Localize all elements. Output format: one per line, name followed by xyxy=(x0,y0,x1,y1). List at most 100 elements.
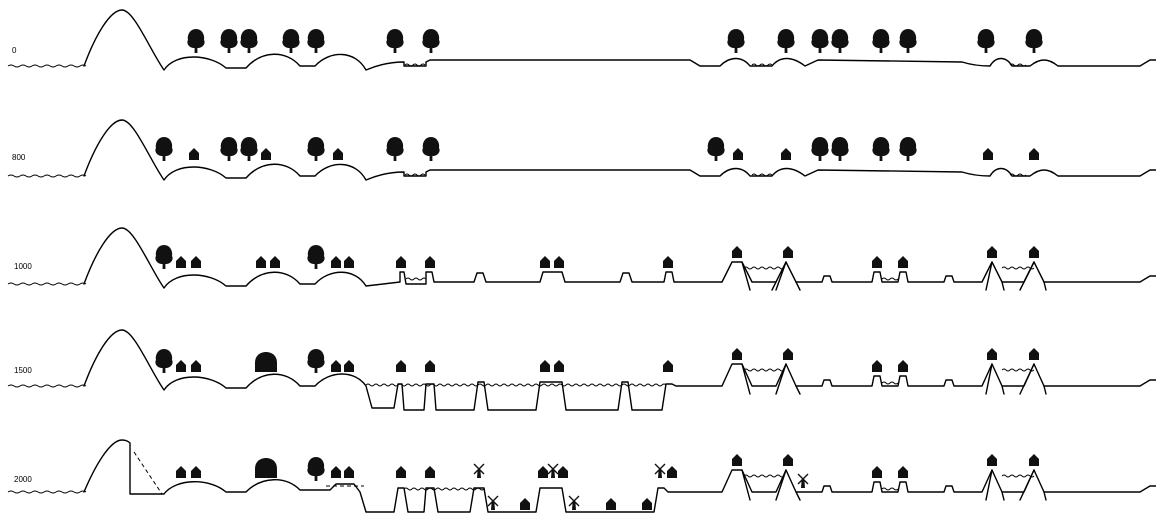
tree-icon xyxy=(307,245,325,269)
wave-segment xyxy=(743,474,785,478)
house-icon xyxy=(425,256,435,268)
house-icon xyxy=(256,256,266,268)
house-icon xyxy=(663,256,673,268)
house-icon xyxy=(987,246,997,258)
dike-leg xyxy=(741,363,801,395)
house-icon xyxy=(554,256,564,268)
dike-leg xyxy=(741,261,801,291)
wave-segment xyxy=(1001,266,1035,270)
tree-icon xyxy=(307,137,325,161)
wave-segment xyxy=(404,63,426,67)
tree-icon xyxy=(422,29,440,53)
year-label: 1000 xyxy=(14,262,32,271)
house-icon xyxy=(783,454,793,466)
tree-icon xyxy=(155,137,173,161)
house-icon xyxy=(176,256,186,268)
house-icon xyxy=(872,466,882,478)
house-icon xyxy=(333,148,343,160)
house-icon xyxy=(987,454,997,466)
tree-icon xyxy=(872,29,890,53)
tree-icon xyxy=(307,457,325,481)
house-icon xyxy=(540,256,550,268)
house-icon xyxy=(191,360,201,372)
house-icon xyxy=(191,256,201,268)
year-label: 800 xyxy=(12,153,26,162)
house-icon xyxy=(642,498,652,510)
house-icon xyxy=(396,466,406,478)
dike-leg xyxy=(741,469,801,501)
windmill-icon xyxy=(473,463,485,479)
tree-icon xyxy=(386,137,404,161)
tree-icon xyxy=(777,29,795,53)
wave-segment xyxy=(1009,173,1027,177)
wave-segment xyxy=(751,63,773,67)
house-icon xyxy=(733,148,743,160)
house-icon xyxy=(425,466,435,478)
year-label: 2000 xyxy=(14,475,32,484)
tree-icon xyxy=(977,29,995,53)
house-icon xyxy=(983,148,993,160)
wave-segment xyxy=(365,383,667,387)
ground-profile xyxy=(83,9,1156,71)
house-icon xyxy=(331,466,341,478)
wave-segment xyxy=(743,368,785,372)
wave-segment xyxy=(405,277,427,281)
sea-wave-line xyxy=(7,64,87,68)
wave-segment xyxy=(1001,474,1035,478)
tree-icon xyxy=(422,137,440,161)
house-icon xyxy=(1029,454,1039,466)
house-icon xyxy=(898,256,908,268)
wave-segment xyxy=(751,173,773,177)
house-icon xyxy=(667,466,677,478)
tree-icon xyxy=(220,137,238,161)
panel-year-2000: 2000 xyxy=(7,439,1156,513)
tree-icon xyxy=(727,29,745,53)
house-icon xyxy=(344,466,354,478)
church-icon xyxy=(255,458,277,478)
house-icon xyxy=(344,360,354,372)
house-icon xyxy=(558,466,568,478)
house-icon xyxy=(663,360,673,372)
windmill-icon xyxy=(654,463,666,479)
ground-profile xyxy=(83,119,1156,181)
house-icon xyxy=(396,256,406,268)
house-icon xyxy=(189,148,199,160)
house-icon xyxy=(987,348,997,360)
church-icon xyxy=(255,352,277,372)
tree-icon xyxy=(307,29,325,53)
wave-segment xyxy=(1009,63,1027,67)
tree-icon xyxy=(831,29,849,53)
windmill-icon xyxy=(568,495,580,511)
tree-icon xyxy=(811,137,829,161)
wave-segment xyxy=(403,487,485,491)
house-icon xyxy=(1029,348,1039,360)
ground-profile xyxy=(83,329,1156,411)
tree-icon xyxy=(220,29,238,53)
sea-wave-line xyxy=(7,490,87,494)
sea-wave-line xyxy=(7,282,87,286)
ground-profile xyxy=(83,227,1156,289)
tree-icon xyxy=(187,29,205,53)
house-icon xyxy=(425,360,435,372)
tree-icon xyxy=(282,29,300,53)
tree-icon xyxy=(1025,29,1043,53)
tree-icon xyxy=(386,29,404,53)
tree-icon xyxy=(831,137,849,161)
house-icon xyxy=(732,454,742,466)
house-icon xyxy=(783,246,793,258)
house-icon xyxy=(396,360,406,372)
house-icon xyxy=(331,360,341,372)
dike-leg xyxy=(985,363,1047,395)
sea-wave-line xyxy=(7,384,87,388)
tree-icon xyxy=(899,137,917,161)
house-icon xyxy=(872,360,882,372)
year-label: 0 xyxy=(12,46,17,55)
wave-segment xyxy=(743,266,785,270)
panel-year-800: 800 xyxy=(7,119,1156,181)
windmill-icon xyxy=(797,473,809,489)
house-icon xyxy=(872,256,882,268)
tree-icon xyxy=(155,245,173,269)
ground-profile xyxy=(83,439,1156,513)
year-label: 1500 xyxy=(14,366,32,375)
